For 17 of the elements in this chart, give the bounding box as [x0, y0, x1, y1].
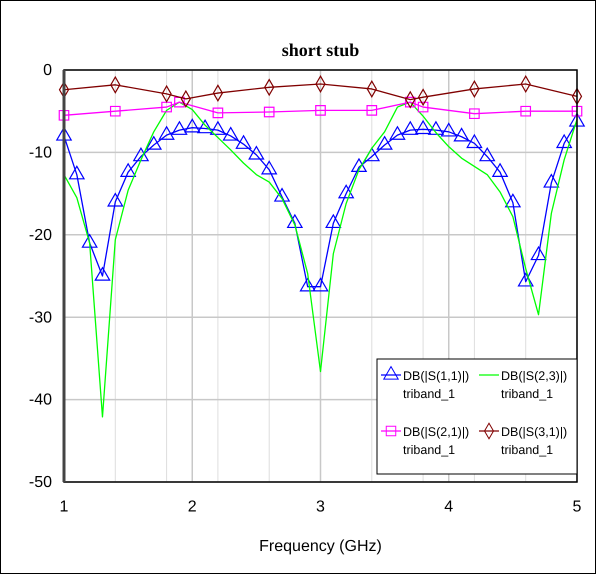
legend-label: DB(|S(3,1)|) triband_1 — [501, 425, 568, 457]
y-tick-label: -40 — [28, 392, 52, 409]
x-tick-label: 2 — [188, 498, 197, 516]
x-axis-title: Frequency (GHz) — [259, 538, 382, 555]
y-tick-label: -30 — [28, 309, 52, 326]
legend-label: DB(|S(1,1)|) triband_1 — [403, 369, 470, 401]
y-tick-label: -20 — [28, 226, 52, 244]
chart-title: short stub — [282, 40, 360, 60]
y-tick-label: -50 — [28, 474, 52, 492]
legend-label: DB(|S(2,1)|) triband_1 — [403, 425, 470, 457]
y-tick-label: -10 — [28, 144, 52, 162]
x-tick-label: 3 — [316, 498, 326, 516]
x-tick-label: 4 — [444, 498, 454, 516]
y-tick-label: 0 — [43, 62, 52, 80]
x-tick-label: 5 — [572, 498, 582, 516]
legend-label: DB(|S(2,3)|) triband_1 — [501, 369, 568, 401]
x-tick-label: 1 — [60, 498, 69, 516]
